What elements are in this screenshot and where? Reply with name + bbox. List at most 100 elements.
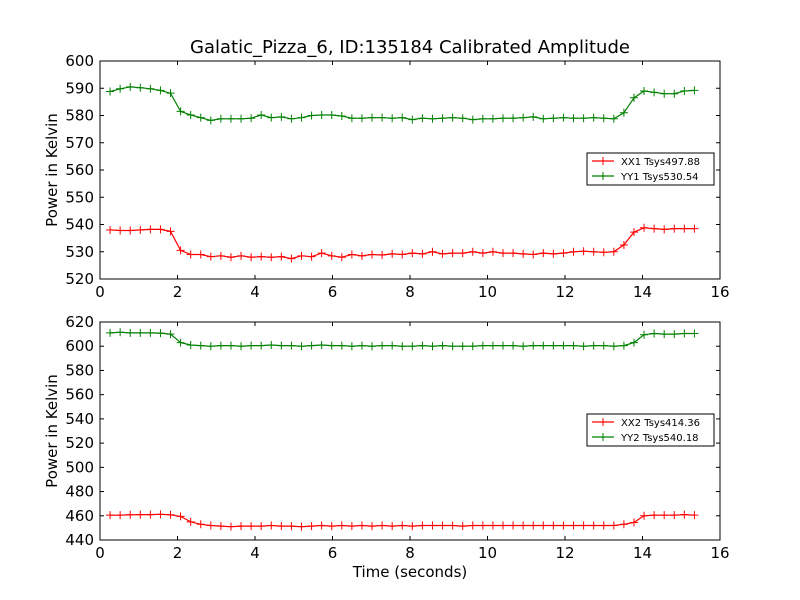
data-point bbox=[136, 328, 145, 337]
data-point bbox=[196, 250, 205, 259]
data-point bbox=[478, 249, 487, 258]
data-point bbox=[519, 113, 528, 122]
data-point bbox=[539, 341, 548, 350]
data-point bbox=[126, 226, 135, 235]
data-point bbox=[609, 247, 618, 256]
data-point bbox=[287, 114, 296, 123]
data-point bbox=[378, 113, 387, 122]
x-tick-label: 0 bbox=[95, 544, 105, 562]
data-point bbox=[529, 521, 538, 530]
data-point bbox=[388, 341, 397, 350]
data-point bbox=[488, 521, 497, 530]
data-point bbox=[549, 521, 558, 530]
data-point bbox=[206, 521, 215, 530]
data-point bbox=[660, 225, 669, 234]
data-point bbox=[619, 341, 628, 350]
data-point bbox=[589, 113, 598, 122]
data-point bbox=[650, 88, 659, 97]
data-point bbox=[650, 224, 659, 233]
data-point bbox=[176, 246, 185, 255]
data-point bbox=[368, 522, 377, 531]
data-point bbox=[438, 249, 447, 258]
data-point bbox=[267, 253, 276, 262]
legend-entry: XX2 Tsys414.36 bbox=[592, 418, 700, 429]
data-point bbox=[307, 522, 316, 531]
y-axis-label: Power in Kelvin bbox=[43, 374, 61, 488]
data-point bbox=[650, 511, 659, 520]
x-tick-label: 12 bbox=[555, 544, 574, 562]
data-point bbox=[357, 521, 366, 530]
data-point bbox=[388, 114, 397, 123]
data-point bbox=[458, 342, 467, 351]
x-tick-label: 6 bbox=[328, 283, 338, 301]
y-tick-label: 600 bbox=[65, 52, 94, 70]
data-point bbox=[418, 114, 427, 123]
data-point bbox=[468, 521, 477, 530]
data-point bbox=[166, 330, 175, 339]
legend-marker bbox=[599, 157, 607, 165]
data-point bbox=[539, 114, 548, 123]
data-point bbox=[257, 252, 266, 261]
y-tick-label: 520 bbox=[65, 270, 94, 288]
data-point bbox=[216, 251, 225, 260]
data-point bbox=[680, 510, 689, 519]
data-point bbox=[226, 341, 235, 350]
data-point bbox=[549, 341, 558, 350]
y-tick-label: 580 bbox=[65, 107, 94, 125]
data-point bbox=[640, 223, 649, 232]
data-point bbox=[519, 521, 528, 530]
x-axis-label: Time (seconds) bbox=[352, 563, 468, 581]
data-point bbox=[670, 89, 679, 98]
y-tick-label: 570 bbox=[65, 134, 94, 152]
data-point bbox=[468, 342, 477, 351]
data-point bbox=[559, 113, 568, 122]
data-point bbox=[116, 84, 125, 93]
x-tick-label: 8 bbox=[405, 544, 415, 562]
data-point bbox=[690, 224, 699, 233]
data-point bbox=[408, 249, 417, 258]
x-tick-label: 2 bbox=[173, 544, 183, 562]
data-point bbox=[549, 249, 558, 258]
data-point bbox=[438, 114, 447, 123]
data-point bbox=[156, 225, 165, 234]
data-point bbox=[408, 115, 417, 124]
data-point bbox=[398, 521, 407, 530]
data-point bbox=[408, 342, 417, 351]
data-point bbox=[629, 518, 638, 527]
data-point bbox=[619, 108, 628, 117]
data-point bbox=[337, 341, 346, 350]
data-point bbox=[509, 114, 518, 123]
data-point bbox=[337, 253, 346, 262]
x-tick-label: 14 bbox=[633, 544, 652, 562]
data-point bbox=[327, 110, 336, 119]
series-xx-line bbox=[106, 510, 699, 531]
data-point bbox=[206, 342, 215, 351]
data-point bbox=[398, 113, 407, 122]
data-point bbox=[559, 341, 568, 350]
data-point bbox=[186, 517, 195, 526]
data-point bbox=[529, 250, 538, 259]
data-point bbox=[277, 522, 286, 531]
y-tick-label: 520 bbox=[65, 434, 94, 452]
legend-entry: YY2 Tsys540.18 bbox=[592, 433, 699, 444]
data-point bbox=[106, 87, 115, 96]
data-point bbox=[317, 249, 326, 258]
data-point bbox=[297, 251, 306, 260]
data-point bbox=[257, 110, 266, 119]
y-tick-label: 530 bbox=[65, 243, 94, 261]
data-point bbox=[670, 511, 679, 520]
data-point bbox=[297, 113, 306, 122]
data-point bbox=[388, 522, 397, 531]
data-point bbox=[499, 521, 507, 530]
x-tick-label: 16 bbox=[710, 544, 729, 562]
y-tick-label: 550 bbox=[65, 188, 94, 206]
data-point bbox=[347, 522, 356, 531]
data-point bbox=[428, 114, 437, 123]
data-point bbox=[226, 253, 235, 262]
data-point bbox=[216, 522, 225, 531]
data-point bbox=[196, 113, 205, 122]
data-point bbox=[398, 250, 407, 259]
data-point bbox=[448, 342, 457, 351]
data-point bbox=[640, 330, 649, 339]
